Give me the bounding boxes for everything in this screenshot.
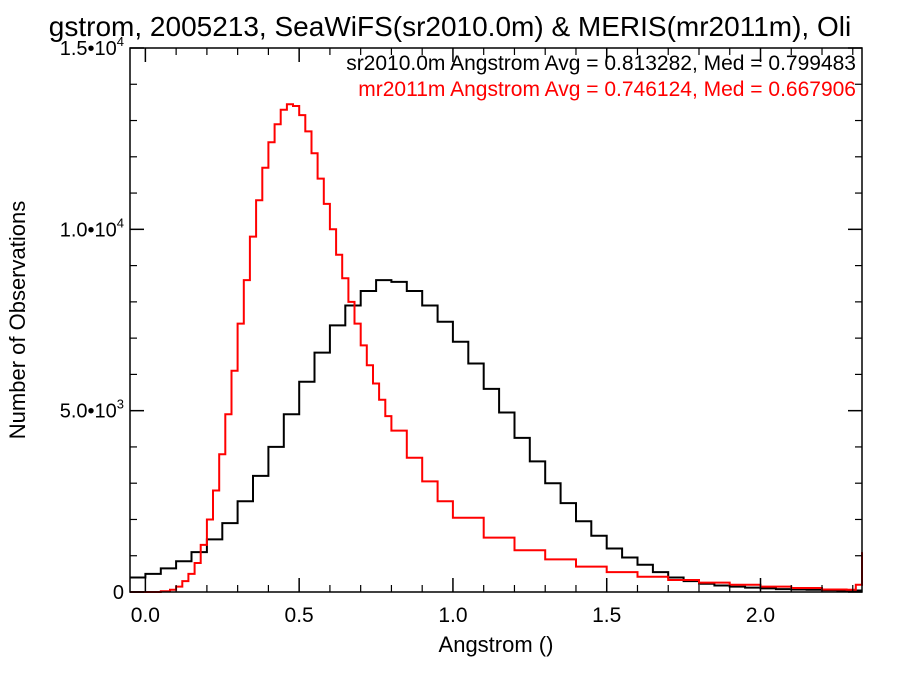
plot-frame [129,47,863,593]
plot-area: 0.0 0.5 1.0 1.5 2.0 0 5.0•103 1.0•104 1.5•104 [60,34,863,627]
x-tick-label: 2.0 [746,604,775,627]
y-tick-label: 5.0•103 [60,397,124,423]
series-line-0 [130,279,862,592]
x-tick-label: 1.0 [438,604,467,627]
x-axis-label: Angstrom () [439,632,554,657]
y-tick-label: 1.5•104 [60,34,124,60]
axis-ticks: 0.0 0.5 1.0 1.5 2.0 0 5.0•103 1.0•104 1.5•104 [60,34,862,627]
chart-title: gstrom, 2005213, SeaWiFS(sr2010.0m) & ME… [49,11,851,42]
annotation-black-series: sr2010.0m Angstrom Avg = 0.813282, Med =… [346,52,856,75]
series-line-1 [130,103,863,593]
x-tick-label: 0.5 [285,604,314,627]
x-tick-label: 0.0 [131,604,160,627]
x-tick-label: 1.5 [592,604,621,627]
y-tick-label: 0 [113,582,124,604]
annotation-red-series: mr2011m Angstrom Avg = 0.746124, Med = 0… [358,78,856,101]
y-tick-label: 1.0•104 [60,215,124,241]
series-layer [130,103,863,593]
y-axis-label: Number of Observations [5,201,30,439]
